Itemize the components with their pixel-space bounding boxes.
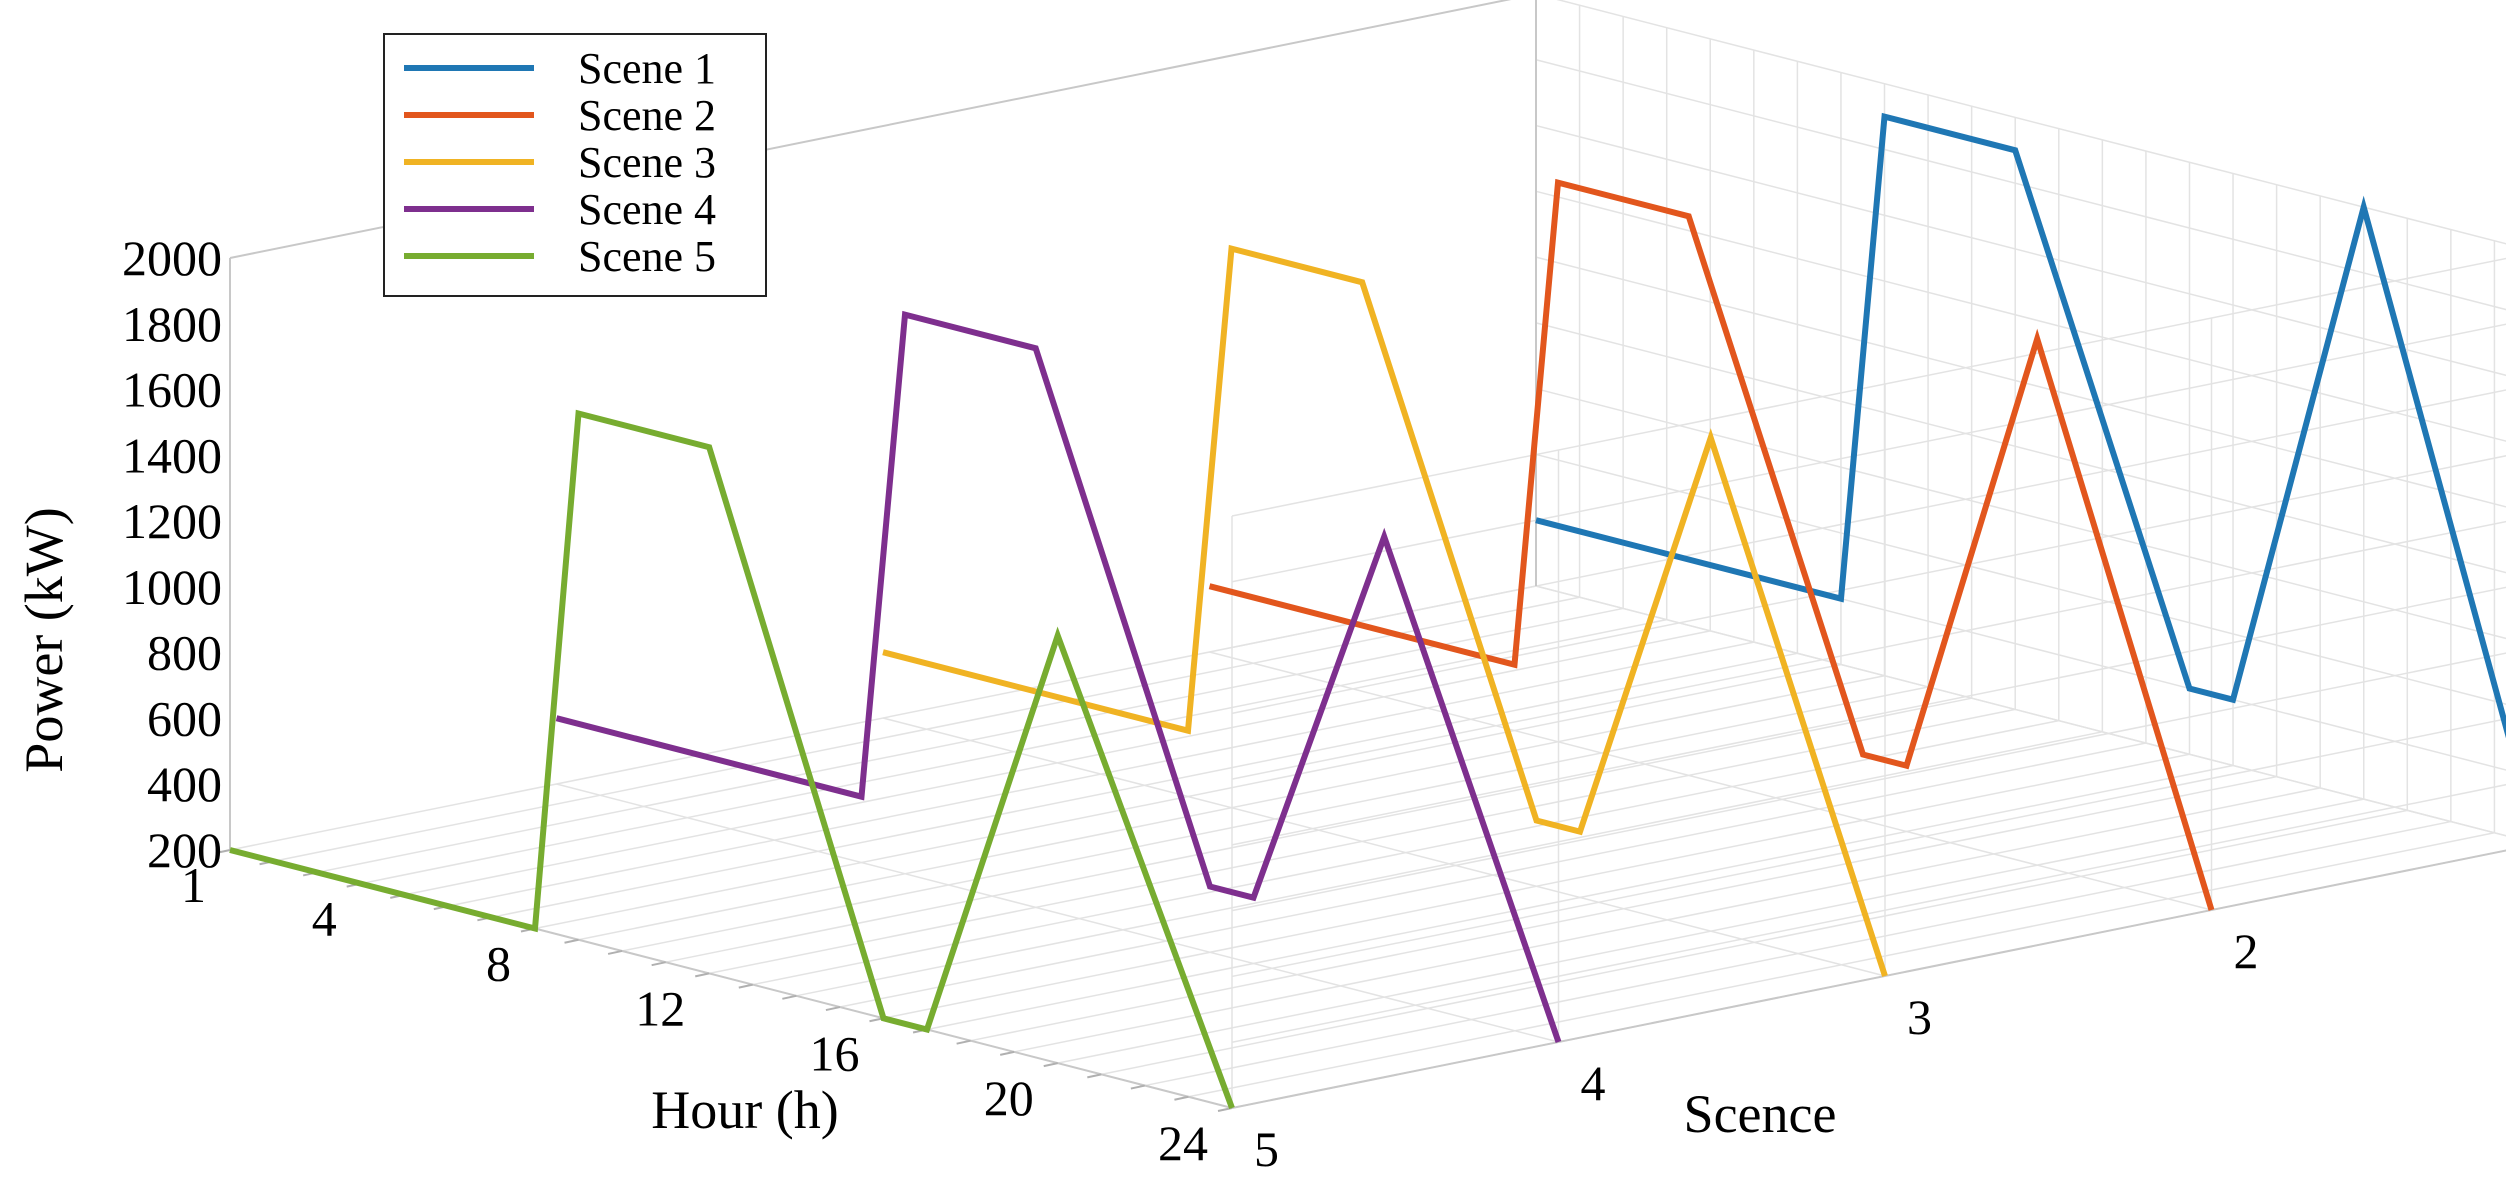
y-axis-label: Scence	[1684, 1084, 1837, 1144]
x-tick-label: 20	[984, 1070, 1034, 1126]
x-tick-label: 8	[486, 936, 511, 992]
z-tick-label: 1000	[122, 559, 222, 615]
z-tick-label: 200	[147, 822, 222, 878]
hour-tick-mark	[215, 849, 231, 854]
hour-tick-mark	[564, 938, 579, 944]
series-line-scene-3	[882, 244, 1888, 977]
z-tick-label: 2000	[122, 230, 222, 286]
y-tick-label: 3	[1907, 989, 1932, 1045]
hour-tick-mark	[782, 994, 797, 1000]
x-tick-label: 1	[181, 857, 206, 913]
series-layer	[229, 112, 2506, 1110]
hour-tick-mark	[1174, 1095, 1189, 1101]
hour-tick-mark	[695, 972, 710, 978]
series-line-scene-1	[1535, 112, 2506, 739]
x-axis-label: Hour (h)	[651, 1080, 838, 1140]
hour-tick-mark	[1043, 1062, 1058, 1068]
hour-tick-mark	[956, 1039, 971, 1045]
grid-line	[1535, 59, 2506, 311]
z-tick-label: 1400	[122, 427, 222, 483]
grid-line	[1209, 651, 2212, 911]
grid-line	[1535, 387, 2506, 640]
hour-tick-mark	[738, 983, 753, 989]
z-tick-label: 1800	[122, 296, 222, 352]
y-tick-label: 4	[1581, 1055, 1606, 1111]
grid-line	[1231, 586, 2506, 846]
x-tick-label: 4	[312, 891, 337, 947]
grid-line	[1556, 0, 2506, 245]
legend-label: Scene 2	[578, 91, 716, 140]
grid-line	[1535, 322, 2506, 574]
grid-line	[1535, 585, 2506, 837]
x-tick-label: 24	[1158, 1115, 1208, 1171]
grid-line	[1231, 455, 2506, 715]
grid-line	[1535, 256, 2506, 508]
hour-tick-mark	[825, 1006, 841, 1012]
grid-line	[1231, 323, 2506, 583]
legend-label: Scene 1	[578, 44, 716, 93]
x-tick-label: 12	[635, 980, 685, 1036]
grid-line	[556, 783, 1559, 1043]
hour-tick-mark	[1087, 1073, 1102, 1079]
series-line-scene-2	[1208, 178, 2215, 911]
x-tick-label: 16	[809, 1025, 859, 1081]
grid-line	[882, 717, 1886, 977]
grid-line	[1535, 585, 2506, 837]
hour-tick-mark	[651, 961, 666, 967]
z-axis-label: Power (kW)	[14, 507, 74, 772]
grid-line	[1535, 124, 2506, 377]
z-tick-label: 400	[147, 756, 222, 812]
z-tick-label: 800	[147, 625, 222, 681]
y-tick-label: 5	[1254, 1121, 1279, 1177]
hour-tick-mark	[607, 949, 623, 955]
legend-label: Scene 3	[578, 138, 716, 187]
hour-tick-mark	[999, 1050, 1015, 1056]
grid-line	[1231, 718, 2506, 978]
series-line-scene-4	[555, 310, 1562, 1043]
grid-line	[1535, 190, 2506, 442]
grid-line	[1231, 389, 2506, 649]
hour-tick-mark	[1130, 1084, 1146, 1090]
z-tick-label: 600	[147, 690, 222, 746]
z-tick-label: 1200	[122, 493, 222, 549]
y-tick-label: 2	[2234, 923, 2259, 979]
ticks-layer: 200 400 600 800 1000 1200 1400 1600 1800 2000 1 4 8 1…	[122, 230, 2259, 1177]
legend-label: Scene 5	[578, 232, 716, 281]
series-line-scene-5	[229, 409, 1235, 1110]
grid-line	[1231, 783, 2506, 1043]
grid-line	[1535, 453, 2506, 705]
z-tick-label: 1600	[122, 362, 222, 418]
scene-axis-line	[1231, 849, 2506, 1109]
legend-label: Scene 4	[578, 185, 716, 234]
